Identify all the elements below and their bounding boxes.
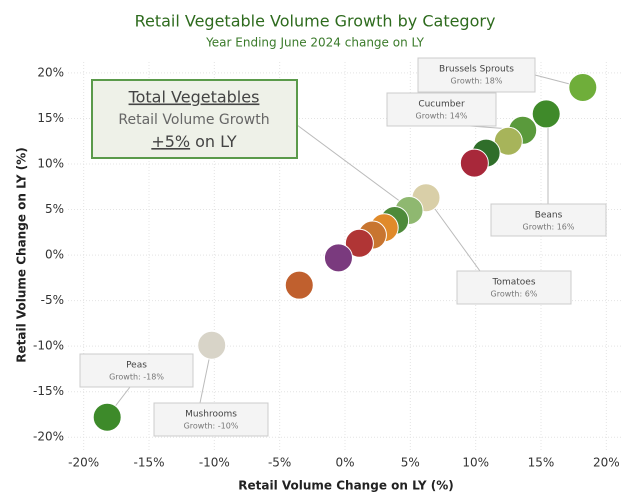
y-tick-label: 15%	[37, 111, 64, 125]
points	[92, 73, 598, 432]
point	[323, 243, 353, 273]
callout: Total Vegetables Retail Volume Growth +5…	[91, 79, 298, 159]
point	[568, 73, 598, 103]
y-tick-label: -10%	[33, 339, 64, 353]
callout-title: Total Vegetables	[128, 88, 260, 107]
annotations: Brussels Sprouts Growth: 18% Cucumber Growt…	[79, 57, 607, 437]
x-tick-label: -15%	[134, 456, 165, 470]
point	[531, 99, 561, 129]
annotation-box	[456, 270, 572, 305]
callout-value: +5%	[151, 132, 190, 151]
x-tick-label: -20%	[68, 456, 99, 470]
annotation-title: Brussels Sprouts	[439, 65, 514, 75]
x-tick-label: 10%	[462, 456, 489, 470]
point	[344, 228, 374, 258]
x-tick-label: 5%	[401, 456, 420, 470]
annotation-text: Growth: 16%	[523, 223, 575, 232]
annotation-box	[490, 203, 607, 237]
callout-suffix: on LY	[195, 132, 237, 151]
annotation-text: Growth: 14%	[416, 112, 468, 121]
annotation-text: Growth: -18%	[109, 373, 164, 382]
annotation-text: Growth: 6%	[491, 290, 538, 299]
point	[459, 148, 489, 178]
annotation-title: Tomatoes	[491, 278, 535, 288]
annotation-box	[386, 92, 497, 127]
annotation-title: Cucumber	[418, 100, 465, 110]
chart-title: Retail Vegetable Volume Growth by Catego…	[135, 12, 496, 31]
annotation-box	[417, 57, 536, 93]
annotation-title: Mushrooms	[185, 410, 237, 420]
x-tick-label: 20%	[593, 456, 620, 470]
x-tick-label: 15%	[528, 456, 555, 470]
chart-subtitle: Year Ending June 2024 change on LY	[205, 36, 425, 50]
annotation-box	[153, 402, 269, 437]
annotation-title: Beans	[535, 211, 563, 221]
x-tick-label: -5%	[268, 456, 291, 470]
y-tick-label: 20%	[37, 65, 64, 79]
point	[92, 402, 122, 432]
callout-line: Retail Volume Growth	[118, 112, 269, 128]
annotation-box	[79, 353, 194, 388]
annotation-leader	[426, 197, 481, 272]
y-tick-label: 10%	[37, 157, 64, 171]
x-axis-title: Retail Volume Change on LY (%)	[238, 479, 453, 493]
callout-leader	[296, 124, 406, 206]
point	[284, 270, 314, 300]
annotation-text: Growth: 18%	[451, 77, 503, 86]
y-tick-label: -20%	[33, 430, 64, 444]
x-tick-label: 0%	[335, 456, 354, 470]
y-tick-label: 0%	[45, 248, 64, 262]
point	[197, 330, 227, 360]
callout-value-line: +5% on LY	[151, 132, 237, 151]
y-tick-label: -5%	[41, 293, 64, 307]
x-tick-label: -10%	[199, 456, 230, 470]
y-axis-title: Retail Volume Change on LY (%)	[15, 147, 29, 362]
annotation-text: Growth: -10%	[184, 422, 239, 431]
callout-box	[91, 79, 298, 159]
y-tick-label: -15%	[33, 384, 64, 398]
y-tick-label: 5%	[45, 202, 64, 216]
annotation-title: Peas	[126, 361, 147, 371]
